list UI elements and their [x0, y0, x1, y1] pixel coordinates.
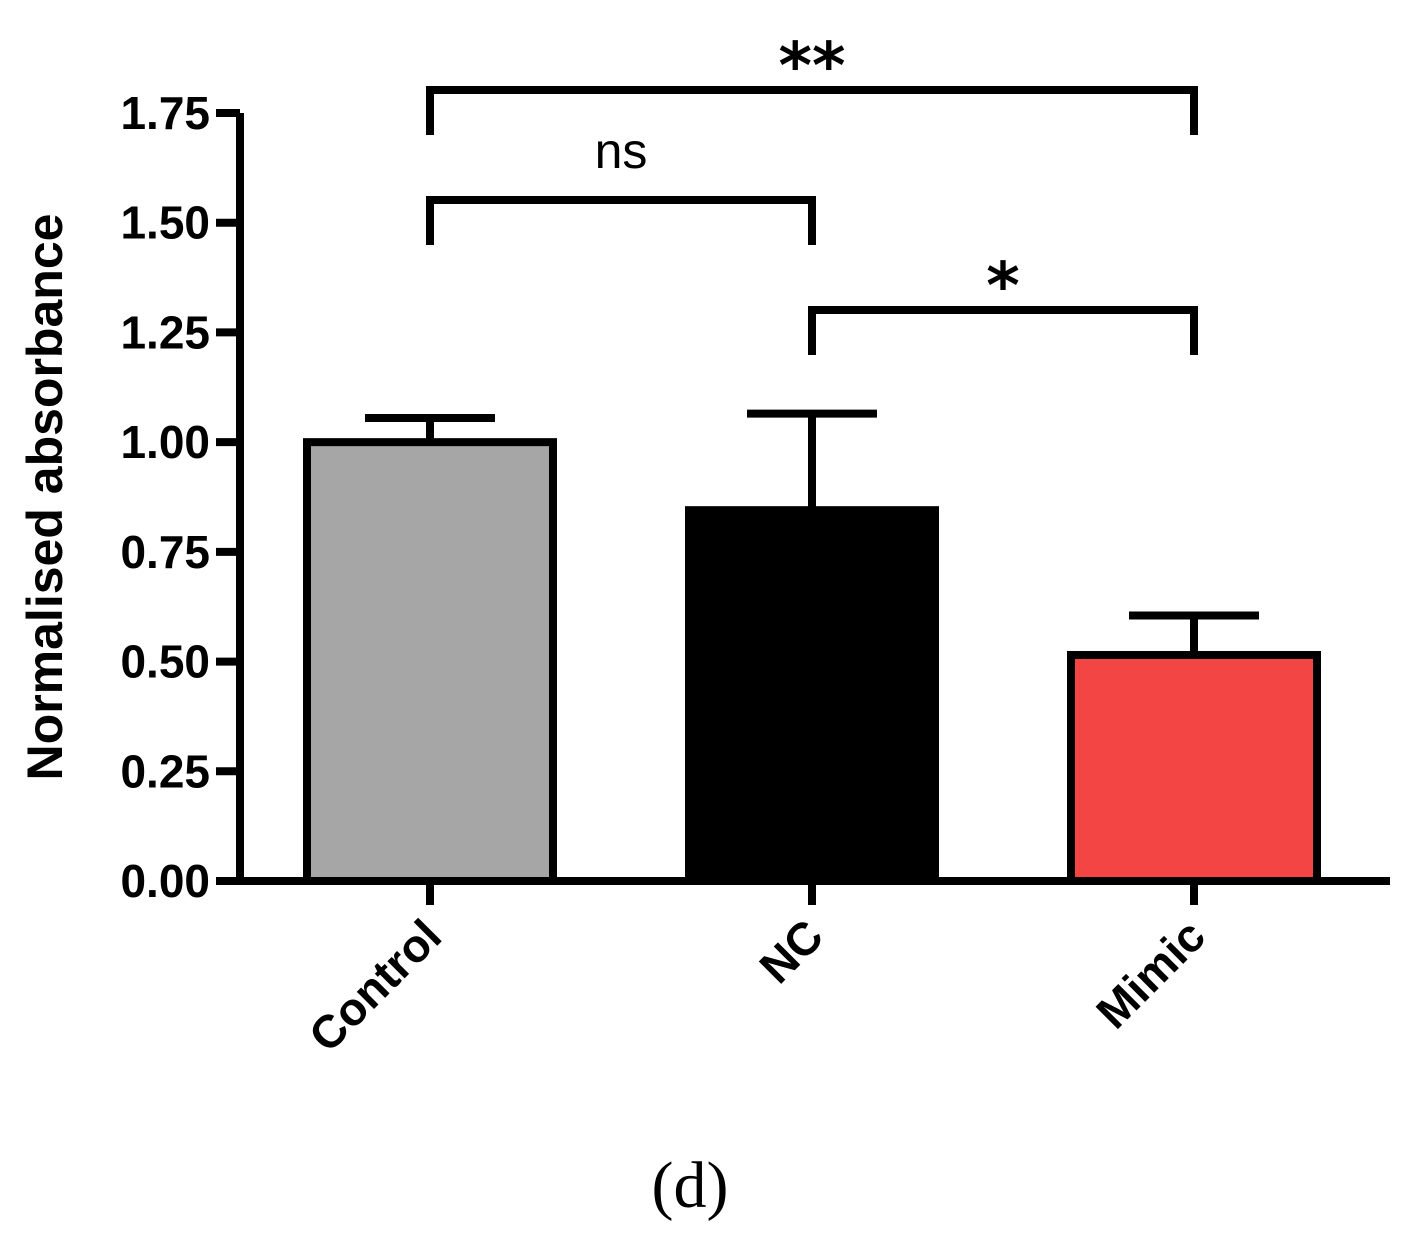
x-ticks-layer: Control NC Mimic	[299, 881, 1215, 1062]
y-tick-label: 1.00	[120, 416, 210, 468]
y-tick-label: 1.50	[120, 197, 210, 249]
y-tick-label: 1.75	[120, 87, 210, 139]
y-tick-label: 0.50	[120, 636, 210, 688]
panel-label: (d)	[652, 1149, 729, 1222]
bar-mimic	[1067, 650, 1321, 886]
y-tick-label: 1.25	[120, 306, 210, 358]
significance-layer: ns***	[426, 30, 1198, 355]
significance-label-nc-mimic: *	[986, 250, 1019, 324]
x-tick-label-control: Control	[299, 909, 451, 1061]
y-axis-label: Normalised absorbance	[17, 214, 73, 781]
y-tick-label: 0.25	[120, 745, 210, 797]
significance-label-control-mimic: **	[779, 30, 846, 104]
y-tick-label: 0.75	[120, 526, 210, 578]
x-tick-label-nc: NC	[749, 909, 833, 993]
bar-nc	[685, 506, 939, 885]
error-bars-layer	[365, 409, 1259, 655]
y-ticks-layer: 0.00 0.25 0.50 0.75 1.00 1.25 1.50 1.75	[120, 87, 240, 907]
x-tick-label-mimic: Mimic	[1086, 909, 1215, 1038]
significance-label-control-nc: ns	[595, 123, 648, 179]
significance-bracket-control-mimic	[426, 86, 1198, 135]
significance-bracket-nc-mimic	[808, 306, 1198, 355]
bar-control	[303, 438, 557, 885]
significance-bracket-control-nc	[426, 196, 816, 245]
y-tick-label: 0.00	[120, 855, 210, 907]
